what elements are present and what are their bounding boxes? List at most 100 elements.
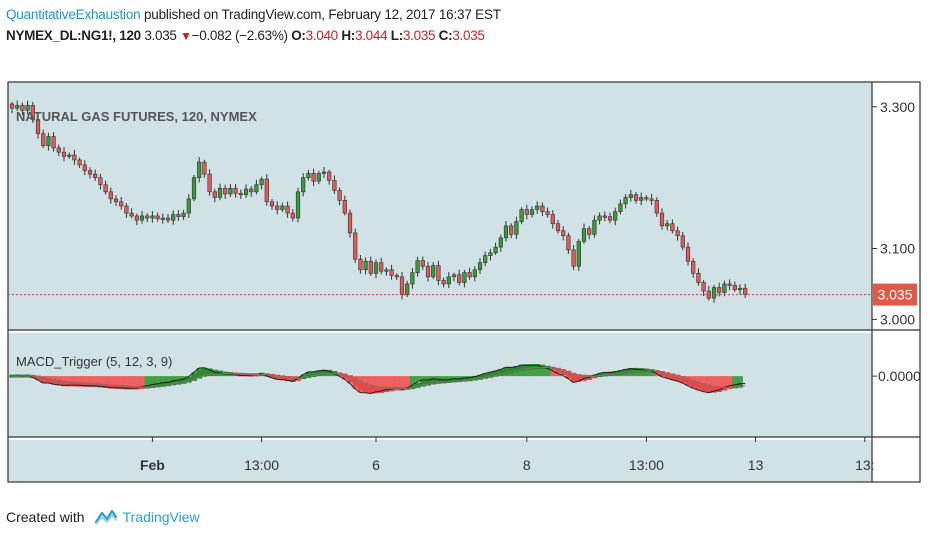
macd-band-green [435, 378, 442, 384]
tradingview-brand-link[interactable]: TradingView [122, 509, 200, 525]
macd-hist-red [71, 376, 78, 386]
macd-band-green [316, 370, 322, 377]
time-axis-label: 13: [855, 457, 874, 473]
candle-down [72, 154, 77, 161]
candle-up [243, 188, 249, 195]
candle-down [202, 161, 207, 175]
open-label: O: [291, 28, 306, 43]
macd-band-green [446, 378, 452, 383]
macd-hist-green [165, 376, 171, 383]
macd-hist-red [134, 376, 140, 389]
candle-down [633, 194, 639, 201]
price-change: −0.082 (−2.63%) [191, 28, 288, 43]
close-label: C: [438, 28, 453, 43]
candle-up [306, 173, 311, 178]
candle-down [98, 177, 103, 186]
time-axis-label: Feb [140, 457, 165, 473]
candle-up [483, 255, 488, 263]
candle-down [561, 230, 566, 237]
macd-band-red [35, 375, 41, 380]
macd-band-red [290, 376, 296, 382]
macd-band-green [456, 377, 463, 383]
macd-hist-red [394, 376, 400, 389]
candle-up [446, 276, 451, 285]
macd-hist-green [534, 365, 541, 377]
candle-down [696, 273, 701, 283]
macd-band-green [472, 375, 478, 381]
macd-band-red [66, 381, 73, 387]
candle-down [51, 136, 56, 149]
candle-down [394, 275, 399, 278]
macd-band-green [425, 379, 431, 386]
time-axis-pane[interactable] [8, 440, 872, 482]
macd-band-green [607, 371, 613, 377]
candle-up [737, 287, 743, 290]
macd-band-red [279, 375, 286, 381]
candle-down [425, 265, 431, 278]
macd-hist-red [113, 376, 119, 388]
macd-hist-red [373, 376, 379, 392]
candle-down [134, 215, 139, 221]
macd-band-green [326, 369, 333, 375]
macd-band-green [467, 376, 473, 382]
candle-down [467, 272, 472, 278]
macd-hist-red [404, 376, 411, 388]
macd-hist-green [643, 370, 650, 377]
candle-up [722, 283, 727, 293]
macd-band-red [285, 376, 291, 382]
candle-up [295, 191, 301, 219]
candle-down [155, 215, 160, 220]
candle-down [87, 170, 93, 175]
price-pane[interactable] [8, 82, 872, 330]
macd-hist-green [539, 366, 546, 377]
macd-band-red [45, 377, 52, 384]
macd-band-red [565, 370, 572, 378]
candle-up [301, 177, 306, 193]
candle-down [441, 280, 446, 285]
macd-hist-red [721, 376, 728, 388]
candle-down [420, 260, 425, 267]
footer: Created with TradingView [6, 509, 200, 525]
macd-band-green [628, 368, 634, 374]
macd-band-green [461, 377, 468, 382]
macd-band-green [612, 370, 619, 376]
macd-band-red [295, 376, 301, 381]
candle-down [644, 197, 649, 200]
macd-band-green [633, 367, 639, 373]
candle-up [228, 187, 233, 195]
macd-hist-green [415, 376, 421, 382]
macd-hist-green [461, 376, 468, 379]
macd-band-red [77, 382, 83, 387]
candle-up [160, 217, 165, 220]
price-axis-label: 3.000 [880, 311, 915, 327]
author-link[interactable]: QuantitativeExhaustion [6, 7, 141, 22]
chart-canvas[interactable]: 3.300 3.100 3.000 0.0000 Feb 13:00 6 8 13:00 13 13… [0, 0, 932, 500]
macd-band-red [378, 386, 385, 393]
macd-hist-red [118, 376, 125, 388]
candle-up [488, 252, 493, 256]
candle-up [462, 272, 467, 283]
macd-hist-green [649, 371, 655, 377]
publish-text: published on TradingView.com, February 1… [144, 7, 501, 22]
time-axis-label: 13:00 [629, 457, 664, 473]
candle-up [150, 215, 155, 219]
macd-band-green [498, 369, 504, 376]
candle-down [9, 103, 15, 109]
macd-hist-red [66, 376, 73, 386]
candle-down [358, 258, 363, 271]
macd-band-green [737, 383, 743, 388]
macd-hist-red [139, 376, 145, 387]
candle-down [332, 180, 337, 191]
macd-band-green [638, 368, 645, 373]
time-axis-label: 8 [523, 457, 531, 473]
tradingview-logo-icon[interactable] [94, 509, 117, 525]
candlestick-series [9, 100, 748, 303]
candle-down [275, 205, 280, 210]
macd-hist-red [555, 373, 561, 377]
candle-down [212, 191, 217, 198]
candle-up [451, 274, 457, 278]
macd-band-green [623, 368, 629, 375]
candle-up [665, 223, 670, 227]
candle-up [618, 203, 623, 212]
price-axis-label: 3.300 [880, 99, 915, 115]
